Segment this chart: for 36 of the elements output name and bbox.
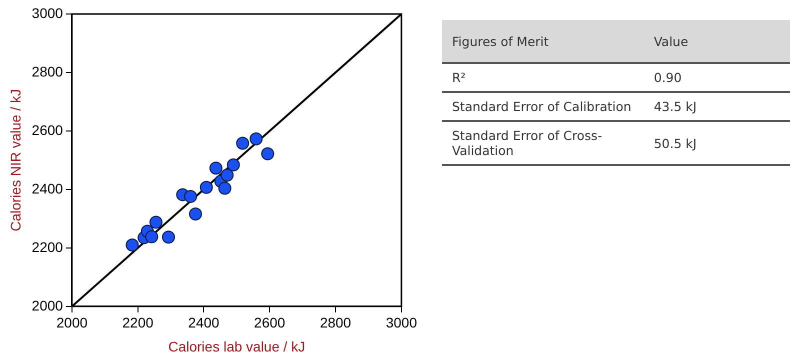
y-tick-label: 2400 [32, 180, 64, 196]
x-tick-label: 3000 [386, 314, 418, 331]
point [218, 182, 232, 195]
text: Standard Error of Calibration [442, 92, 644, 121]
point [189, 208, 202, 220]
x-tick-label: 2000 [56, 314, 88, 331]
y-tick-label: 3000 [32, 4, 64, 21]
point [149, 216, 162, 229]
point [126, 238, 139, 252]
point [162, 230, 175, 244]
point [184, 190, 198, 203]
text: Standard Error of Cross-Validation [442, 121, 644, 165]
x-tick-label: 2800 [320, 314, 352, 331]
text: 43.5 kJ [644, 92, 790, 121]
text: R² [442, 63, 644, 92]
point [145, 230, 158, 244]
point [261, 147, 274, 160]
x-tick-label: 2200 [122, 314, 154, 331]
point [209, 162, 222, 175]
text: Figures of Merit [442, 20, 644, 63]
point [220, 168, 234, 182]
text: 50.5 kJ [644, 121, 790, 165]
x-tick-label: 2400 [188, 314, 220, 331]
point [250, 132, 263, 146]
text: Value [644, 20, 790, 63]
text: 0.90 [644, 63, 790, 92]
point [200, 180, 213, 194]
y-tick-label: 2600 [32, 122, 64, 138]
y-axis-title: Calories NIR value / kJ [7, 89, 24, 232]
point [236, 136, 250, 150]
y-tick-label: 2000 [32, 297, 64, 314]
y-tick-label: 2200 [32, 238, 64, 255]
y-tick-label: 2800 [32, 63, 64, 80]
point [226, 158, 240, 172]
x-tick-label: 2600 [254, 314, 286, 331]
x-axis-title: Calories lab value / kJ [168, 338, 306, 354]
